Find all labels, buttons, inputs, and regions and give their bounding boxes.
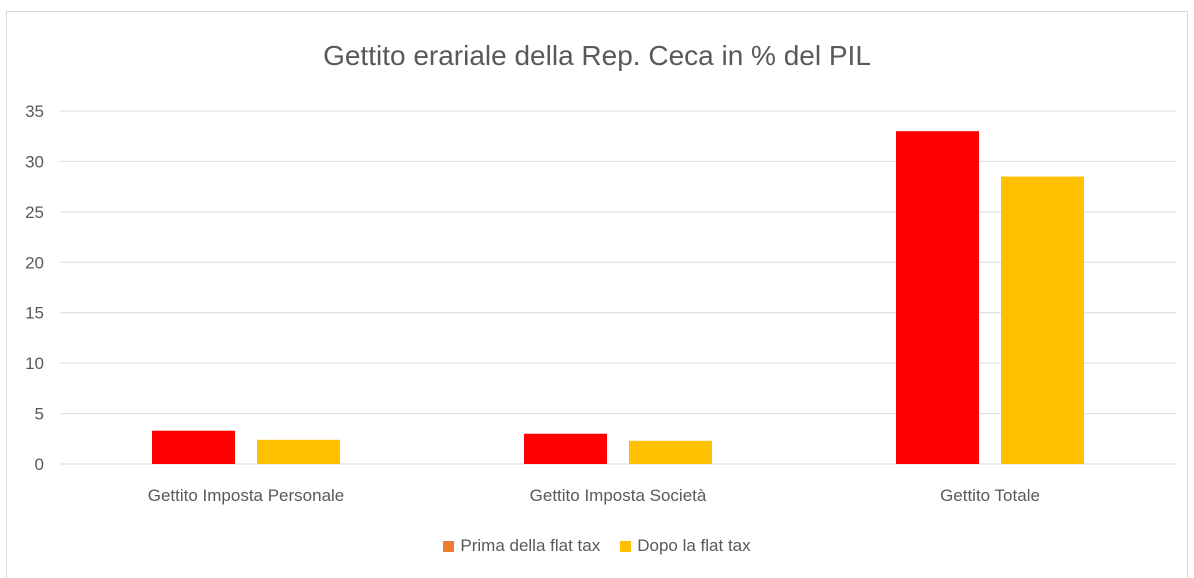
bar-2-2	[629, 440, 712, 464]
chart-title: Gettito erariale della Rep. Ceca in % de…	[323, 40, 871, 71]
legend-item-series-1: Prima della flat tax	[443, 536, 600, 556]
x-category-label-3: Gettito Totale	[940, 486, 1040, 505]
bar-2-3	[1001, 176, 1084, 465]
bar-1-2	[524, 433, 607, 464]
bar-2-1	[257, 439, 340, 464]
bar-1-3	[896, 131, 979, 464]
y-tick-label-30: 30	[25, 152, 44, 171]
legend-swatch-series-2	[620, 540, 632, 552]
legend-swatch-series-1	[443, 540, 455, 552]
y-tick-label-35: 35	[25, 102, 44, 121]
chart-legend: Prima della flat tax Dopo la flat tax	[0, 536, 1194, 556]
legend-label-series-1: Prima della flat tax	[460, 536, 601, 555]
y-tick-label-0: 0	[35, 455, 44, 474]
legend-label-series-2: Dopo la flat tax	[637, 536, 751, 555]
y-tick-label-25: 25	[25, 203, 44, 222]
y-tick-label-5: 5	[35, 405, 44, 424]
legend-item-series-2: Dopo la flat tax	[620, 536, 751, 556]
y-tick-label-10: 10	[25, 354, 44, 373]
y-tick-label-15: 15	[25, 304, 44, 323]
y-tick-label-20: 20	[25, 253, 44, 272]
x-category-label-1: Gettito Imposta Personale	[148, 486, 345, 505]
chart-frame	[6, 11, 1188, 578]
x-category-label-2: Gettito Imposta Società	[530, 486, 707, 505]
bar-1-1	[152, 430, 235, 464]
